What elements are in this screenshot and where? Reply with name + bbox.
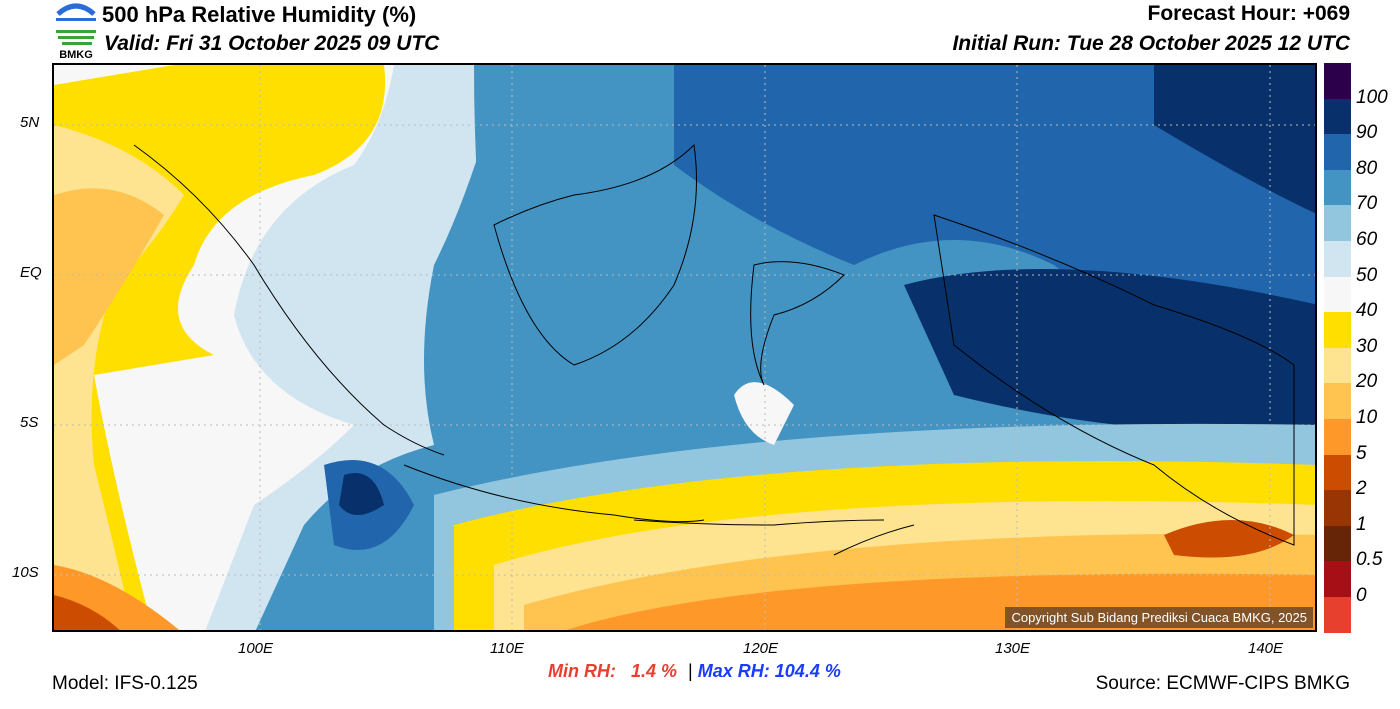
- chart-title: 500 hPa Relative Humidity (%): [102, 2, 417, 27]
- colorbar-label: 30: [1356, 335, 1378, 357]
- coastlines: [133, 143, 1295, 556]
- colorbar-label: 5: [1356, 442, 1367, 464]
- lat-label-5n: 5N: [20, 114, 40, 131]
- valid-time: Valid: Fri 31 October 2025 09 UTC: [104, 32, 440, 55]
- colorbar-label: 0: [1356, 585, 1367, 606]
- colorbar-swatch: [1324, 490, 1351, 526]
- min-rh-label: Min RH:: [548, 661, 616, 681]
- lon-label-120e: 120E: [743, 640, 779, 657]
- colorbar-swatch: [1324, 347, 1351, 384]
- humidity-field: [54, 65, 1315, 630]
- max-rh-label: Max RH:: [697, 661, 770, 681]
- humidity-map: Copyright Sub Bidang Prediksi Cuaca BMKG…: [52, 63, 1317, 632]
- max-rh-value: 104.4 %: [774, 661, 841, 681]
- svg-text:BMKG: BMKG: [59, 49, 93, 60]
- colorbar-swatch: [1324, 383, 1351, 419]
- lat-label-5s: 5S: [20, 414, 39, 431]
- colorbar-label: 20: [1356, 371, 1378, 393]
- bmkg-logo: BMKG: [52, 2, 100, 61]
- colorbar-label: 40: [1356, 300, 1378, 322]
- colorbar-swatch: [1324, 418, 1351, 455]
- min-rh-value: 1.4 %: [631, 661, 678, 681]
- colorbar-swatch: [1324, 596, 1351, 633]
- colorbar-label: 50: [1356, 264, 1378, 286]
- lon-label-140e: 140E: [1248, 640, 1284, 657]
- lat-label-10s: 10S: [12, 564, 39, 581]
- lat-label-eq: EQ: [20, 264, 42, 281]
- colorbar-swatch: [1324, 169, 1351, 206]
- colorbar-label: 80: [1356, 157, 1378, 179]
- colorbar-label: 1: [1356, 513, 1367, 535]
- colorbar-swatch: [1324, 276, 1351, 313]
- lon-label-110e: 110E: [490, 640, 524, 657]
- colorbar-label: 70: [1356, 193, 1378, 215]
- colorbar-swatch: [1324, 205, 1351, 241]
- gridlines: [54, 65, 1315, 630]
- initial-run: Initial Run: Tue 28 October 2025 12 UTC: [952, 32, 1350, 55]
- rh-stats: Min RH: 1.4 % | Max RH: 104.4 %: [548, 661, 841, 682]
- forecast-hour: Forecast Hour: +069: [1147, 2, 1351, 25]
- lon-label-100e: 100E: [238, 640, 274, 657]
- colorbar-label: 0.5: [1356, 549, 1383, 571]
- stats-separator: |: [688, 661, 693, 681]
- colorbar-swatch: [1324, 561, 1351, 597]
- colorbar-swatch: [1324, 134, 1351, 170]
- colorbar-label: 100: [1356, 86, 1388, 108]
- colorbar-swatch: [1324, 98, 1351, 135]
- colorbar-label: 10: [1356, 407, 1378, 428]
- data-source: Source: ECMWF-CIPS BMKG: [1095, 673, 1350, 694]
- colorbar-label: 90: [1356, 122, 1378, 144]
- bmkg-logo-icon: BMKG: [56, 3, 96, 61]
- model-name: Model: IFS-0.125: [52, 673, 198, 694]
- colorbar-swatch: [1324, 454, 1351, 491]
- lon-label-130e: 130E: [995, 640, 1031, 657]
- colorbar-swatch: [1324, 240, 1351, 277]
- colorbar-swatch: [1324, 63, 1351, 99]
- colorbar: [1324, 63, 1351, 633]
- colorbar-label: 60: [1356, 229, 1378, 250]
- colorbar-swatch: [1324, 525, 1351, 562]
- colorbar-label: 2: [1356, 478, 1367, 500]
- copyright-notice: Copyright Sub Bidang Prediksi Cuaca BMKG…: [1005, 607, 1313, 628]
- colorbar-swatch: [1324, 312, 1351, 348]
